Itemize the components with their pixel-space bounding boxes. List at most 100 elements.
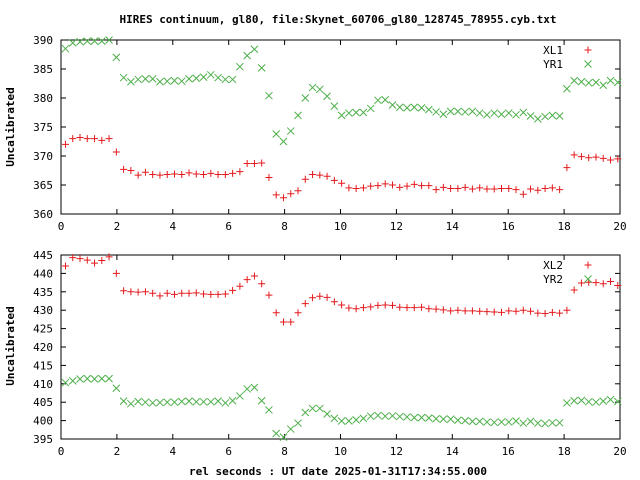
data-point-xl2 (149, 289, 157, 297)
data-point-yr1 (90, 37, 99, 46)
data-point-xl1 (447, 184, 455, 192)
data-point-yr2 (127, 399, 135, 408)
data-point-xl1 (592, 153, 600, 161)
data-point-xl2 (367, 303, 375, 311)
data-point-yr1 (410, 103, 419, 112)
data-point-yr1 (156, 77, 164, 86)
data-point-xl2 (301, 300, 309, 308)
data-point-xl1 (141, 168, 149, 176)
top-series-xl1 (61, 133, 622, 202)
top-y-tick-label: 385 (33, 63, 53, 76)
data-point-yr1 (446, 107, 455, 116)
data-point-yr2 (206, 397, 215, 406)
data-point-xl1 (425, 182, 433, 190)
data-point-yr1 (170, 76, 179, 85)
data-point-xl2 (98, 257, 106, 265)
data-point-yr2 (592, 398, 600, 407)
data-point-xl2 (120, 287, 128, 295)
data-point-xl1 (61, 140, 69, 148)
data-point-xl1 (548, 184, 556, 192)
top-y-tick-label: 365 (33, 179, 53, 192)
bottom-y-tick-label: 420 (33, 341, 53, 354)
data-point-xl1 (614, 155, 622, 163)
data-point-xl2 (454, 306, 462, 314)
data-point-yr1 (199, 73, 208, 81)
data-point-yr2 (490, 418, 499, 427)
data-point-yr1 (461, 108, 470, 116)
bottom-plot-frame (60, 254, 621, 440)
data-point-xl2 (338, 301, 346, 309)
data-point-yr1 (105, 36, 113, 44)
data-point-yr2 (315, 404, 324, 413)
data-point-yr2 (156, 398, 164, 407)
data-point-yr2 (308, 404, 317, 413)
data-point-yr2 (76, 375, 84, 383)
data-point-yr1 (192, 74, 201, 83)
data-point-xl2 (91, 259, 99, 267)
data-point-yr1 (134, 75, 142, 84)
data-point-yr2 (119, 397, 128, 405)
bottom-x-tick-label: 4 (169, 445, 176, 458)
data-point-xl1 (599, 154, 607, 162)
y-axis-label-bottom: Uncalibrated (4, 306, 17, 385)
data-point-xl1 (200, 171, 208, 179)
data-point-xl2 (425, 305, 433, 313)
data-point-xl1 (91, 135, 99, 143)
data-point-xl2 (577, 279, 585, 287)
data-point-yr2 (446, 415, 455, 423)
data-point-yr2 (148, 399, 157, 407)
data-point-yr1 (279, 137, 288, 146)
data-point-xl1 (556, 186, 564, 194)
data-point-xl1 (497, 184, 505, 192)
data-point-xl2 (352, 305, 360, 313)
data-point-yr2 (548, 418, 557, 427)
data-point-xl1 (454, 184, 462, 192)
data-point-xl1 (381, 180, 389, 188)
data-point-yr1 (177, 77, 186, 86)
bottom-x-tick-label: 8 (281, 445, 288, 458)
data-point-xl1 (316, 171, 324, 179)
data-point-xl2 (76, 255, 84, 263)
top-x-tick-label: 4 (169, 220, 176, 233)
data-point-xl2 (476, 307, 484, 315)
data-point-yr2 (599, 397, 608, 405)
data-point-yr2 (504, 418, 513, 426)
data-point-yr2 (555, 418, 564, 427)
bottom-x-tick-label: 0 (58, 445, 65, 458)
top-x-tick-label: 12 (390, 220, 403, 233)
legend-label-yr2: YR2 (543, 273, 563, 286)
data-point-yr2 (337, 417, 346, 425)
bottom-y-tick-label: 405 (33, 396, 53, 409)
data-point-yr1 (395, 103, 404, 112)
data-point-yr1 (599, 81, 608, 90)
data-point-xl1 (98, 136, 106, 144)
bottom-y-tick-label: 440 (33, 267, 53, 280)
data-point-xl2 (556, 309, 564, 317)
data-point-yr1 (439, 110, 448, 119)
data-point-yr1 (68, 39, 77, 47)
data-point-yr1 (272, 130, 281, 138)
bottom-series-xl2 (61, 253, 622, 326)
data-point-xl1 (323, 172, 331, 180)
data-point-yr1 (148, 75, 157, 83)
data-point-yr1 (308, 83, 317, 92)
data-point-yr2 (177, 397, 186, 406)
data-point-yr1 (555, 112, 564, 120)
data-point-xl1 (294, 187, 302, 195)
legend-label-xl1: XL1 (543, 44, 563, 57)
data-point-xl1 (221, 171, 229, 179)
data-point-xl1 (156, 171, 164, 179)
data-point-xl2 (207, 290, 215, 298)
data-point-xl1 (287, 190, 295, 198)
data-point-yr1 (417, 104, 426, 112)
bottom-y-tick-label: 410 (33, 378, 53, 391)
data-point-xl1 (374, 182, 382, 190)
data-point-yr2 (236, 392, 244, 400)
data-point-xl1 (258, 159, 266, 167)
data-point-xl1 (352, 184, 360, 192)
data-point-xl1 (505, 184, 513, 192)
data-point-xl2 (229, 286, 237, 294)
data-point-xl2 (221, 290, 229, 298)
data-point-yr2 (352, 416, 361, 424)
